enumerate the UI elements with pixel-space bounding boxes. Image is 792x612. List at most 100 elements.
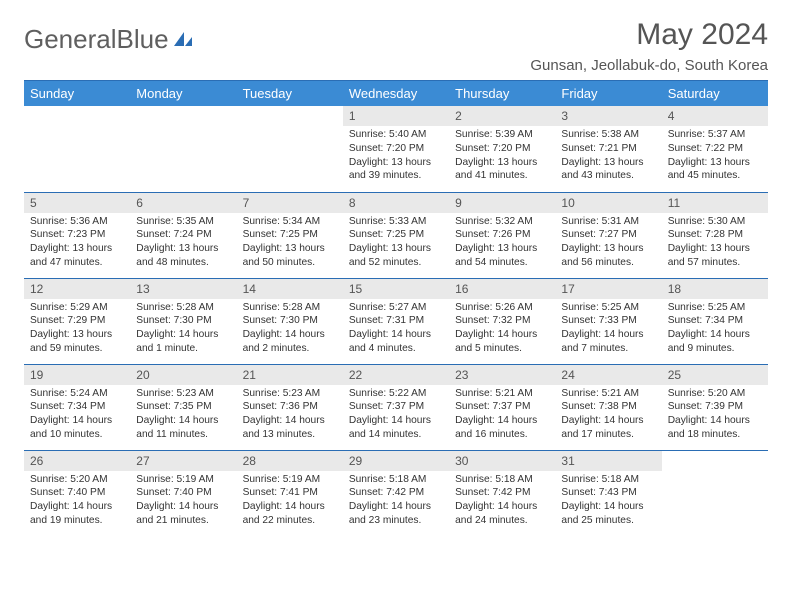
brand-part2: Blue xyxy=(117,24,169,55)
day-number: 2 xyxy=(449,106,555,126)
calendar-day-cell: 28Sunrise: 5:19 AMSunset: 7:41 PMDayligh… xyxy=(237,450,343,536)
day-number: 1 xyxy=(343,106,449,126)
day-details: Sunrise: 5:38 AMSunset: 7:21 PMDaylight:… xyxy=(555,126,661,187)
day-details: Sunrise: 5:20 AMSunset: 7:40 PMDaylight:… xyxy=(24,471,130,532)
day-number: 17 xyxy=(555,279,661,299)
calendar-day-cell: 21Sunrise: 5:23 AMSunset: 7:36 PMDayligh… xyxy=(237,364,343,450)
day-details: Sunrise: 5:32 AMSunset: 7:26 PMDaylight:… xyxy=(449,213,555,274)
weekday-header: Tuesday xyxy=(237,81,343,106)
day-number: 21 xyxy=(237,365,343,385)
day-details: Sunrise: 5:31 AMSunset: 7:27 PMDaylight:… xyxy=(555,213,661,274)
sail-icon xyxy=(172,30,194,48)
day-details: Sunrise: 5:39 AMSunset: 7:20 PMDaylight:… xyxy=(449,126,555,187)
weekday-header: Friday xyxy=(555,81,661,106)
day-number: 15 xyxy=(343,279,449,299)
brand-logo: GeneralBlue xyxy=(24,18,194,55)
day-details: Sunrise: 5:29 AMSunset: 7:29 PMDaylight:… xyxy=(24,299,130,360)
day-details: Sunrise: 5:20 AMSunset: 7:39 PMDaylight:… xyxy=(662,385,768,446)
day-number: 25 xyxy=(662,365,768,385)
calendar-day-cell xyxy=(130,106,236,192)
calendar-day-cell: 29Sunrise: 5:18 AMSunset: 7:42 PMDayligh… xyxy=(343,450,449,536)
calendar-day-cell: 26Sunrise: 5:20 AMSunset: 7:40 PMDayligh… xyxy=(24,450,130,536)
day-number: 14 xyxy=(237,279,343,299)
calendar-day-cell: 16Sunrise: 5:26 AMSunset: 7:32 PMDayligh… xyxy=(449,278,555,364)
day-details: Sunrise: 5:23 AMSunset: 7:36 PMDaylight:… xyxy=(237,385,343,446)
day-number: 9 xyxy=(449,193,555,213)
weekday-header: Saturday xyxy=(662,81,768,106)
calendar-day-cell: 24Sunrise: 5:21 AMSunset: 7:38 PMDayligh… xyxy=(555,364,661,450)
day-number: 22 xyxy=(343,365,449,385)
calendar-day-cell: 10Sunrise: 5:31 AMSunset: 7:27 PMDayligh… xyxy=(555,192,661,278)
calendar-day-cell: 17Sunrise: 5:25 AMSunset: 7:33 PMDayligh… xyxy=(555,278,661,364)
day-details: Sunrise: 5:24 AMSunset: 7:34 PMDaylight:… xyxy=(24,385,130,446)
day-number: 5 xyxy=(24,193,130,213)
weekday-header: Thursday xyxy=(449,81,555,106)
day-number: 29 xyxy=(343,451,449,471)
day-number: 13 xyxy=(130,279,236,299)
day-number: 23 xyxy=(449,365,555,385)
calendar-day-cell: 19Sunrise: 5:24 AMSunset: 7:34 PMDayligh… xyxy=(24,364,130,450)
calendar-day-cell: 25Sunrise: 5:20 AMSunset: 7:39 PMDayligh… xyxy=(662,364,768,450)
calendar-table: Sunday Monday Tuesday Wednesday Thursday… xyxy=(24,81,768,536)
calendar-day-cell: 20Sunrise: 5:23 AMSunset: 7:35 PMDayligh… xyxy=(130,364,236,450)
calendar-week-row: 26Sunrise: 5:20 AMSunset: 7:40 PMDayligh… xyxy=(24,450,768,536)
calendar-day-cell: 18Sunrise: 5:25 AMSunset: 7:34 PMDayligh… xyxy=(662,278,768,364)
calendar-day-cell: 22Sunrise: 5:22 AMSunset: 7:37 PMDayligh… xyxy=(343,364,449,450)
day-number: 8 xyxy=(343,193,449,213)
day-number: 26 xyxy=(24,451,130,471)
calendar-day-cell: 13Sunrise: 5:28 AMSunset: 7:30 PMDayligh… xyxy=(130,278,236,364)
day-details: Sunrise: 5:26 AMSunset: 7:32 PMDaylight:… xyxy=(449,299,555,360)
day-number: 28 xyxy=(237,451,343,471)
calendar-day-cell: 1Sunrise: 5:40 AMSunset: 7:20 PMDaylight… xyxy=(343,106,449,192)
day-details: Sunrise: 5:33 AMSunset: 7:25 PMDaylight:… xyxy=(343,213,449,274)
day-details: Sunrise: 5:35 AMSunset: 7:24 PMDaylight:… xyxy=(130,213,236,274)
calendar-day-cell: 9Sunrise: 5:32 AMSunset: 7:26 PMDaylight… xyxy=(449,192,555,278)
day-details: Sunrise: 5:19 AMSunset: 7:41 PMDaylight:… xyxy=(237,471,343,532)
day-details: Sunrise: 5:25 AMSunset: 7:33 PMDaylight:… xyxy=(555,299,661,360)
calendar-day-cell: 12Sunrise: 5:29 AMSunset: 7:29 PMDayligh… xyxy=(24,278,130,364)
day-number: 11 xyxy=(662,193,768,213)
day-number: 20 xyxy=(130,365,236,385)
calendar-day-cell: 15Sunrise: 5:27 AMSunset: 7:31 PMDayligh… xyxy=(343,278,449,364)
calendar-day-cell xyxy=(24,106,130,192)
calendar-day-cell: 2Sunrise: 5:39 AMSunset: 7:20 PMDaylight… xyxy=(449,106,555,192)
calendar-day-cell: 23Sunrise: 5:21 AMSunset: 7:37 PMDayligh… xyxy=(449,364,555,450)
calendar-day-cell: 3Sunrise: 5:38 AMSunset: 7:21 PMDaylight… xyxy=(555,106,661,192)
day-details: Sunrise: 5:28 AMSunset: 7:30 PMDaylight:… xyxy=(130,299,236,360)
day-details: Sunrise: 5:30 AMSunset: 7:28 PMDaylight:… xyxy=(662,213,768,274)
day-number: 31 xyxy=(555,451,661,471)
calendar-day-cell xyxy=(237,106,343,192)
calendar-day-cell: 14Sunrise: 5:28 AMSunset: 7:30 PMDayligh… xyxy=(237,278,343,364)
day-details: Sunrise: 5:18 AMSunset: 7:42 PMDaylight:… xyxy=(343,471,449,532)
day-details: Sunrise: 5:23 AMSunset: 7:35 PMDaylight:… xyxy=(130,385,236,446)
weekday-header: Wednesday xyxy=(343,81,449,106)
day-details: Sunrise: 5:21 AMSunset: 7:37 PMDaylight:… xyxy=(449,385,555,446)
day-details: Sunrise: 5:25 AMSunset: 7:34 PMDaylight:… xyxy=(662,299,768,360)
calendar-day-cell: 30Sunrise: 5:18 AMSunset: 7:42 PMDayligh… xyxy=(449,450,555,536)
day-number: 27 xyxy=(130,451,236,471)
calendar-day-cell xyxy=(662,450,768,536)
day-details: Sunrise: 5:18 AMSunset: 7:42 PMDaylight:… xyxy=(449,471,555,532)
page-title: May 2024 xyxy=(636,18,768,52)
day-details: Sunrise: 5:27 AMSunset: 7:31 PMDaylight:… xyxy=(343,299,449,360)
calendar-day-cell: 7Sunrise: 5:34 AMSunset: 7:25 PMDaylight… xyxy=(237,192,343,278)
day-number: 3 xyxy=(555,106,661,126)
calendar-day-cell: 6Sunrise: 5:35 AMSunset: 7:24 PMDaylight… xyxy=(130,192,236,278)
day-number: 18 xyxy=(662,279,768,299)
calendar-day-cell: 4Sunrise: 5:37 AMSunset: 7:22 PMDaylight… xyxy=(662,106,768,192)
calendar-day-cell: 11Sunrise: 5:30 AMSunset: 7:28 PMDayligh… xyxy=(662,192,768,278)
day-details: Sunrise: 5:22 AMSunset: 7:37 PMDaylight:… xyxy=(343,385,449,446)
day-details: Sunrise: 5:21 AMSunset: 7:38 PMDaylight:… xyxy=(555,385,661,446)
calendar-day-cell: 27Sunrise: 5:19 AMSunset: 7:40 PMDayligh… xyxy=(130,450,236,536)
day-number: 7 xyxy=(237,193,343,213)
brand-part1: General xyxy=(24,24,117,55)
day-details: Sunrise: 5:37 AMSunset: 7:22 PMDaylight:… xyxy=(662,126,768,187)
weekday-header: Monday xyxy=(130,81,236,106)
day-number: 4 xyxy=(662,106,768,126)
day-details: Sunrise: 5:28 AMSunset: 7:30 PMDaylight:… xyxy=(237,299,343,360)
day-details: Sunrise: 5:36 AMSunset: 7:23 PMDaylight:… xyxy=(24,213,130,274)
calendar-week-row: 12Sunrise: 5:29 AMSunset: 7:29 PMDayligh… xyxy=(24,278,768,364)
day-details: Sunrise: 5:18 AMSunset: 7:43 PMDaylight:… xyxy=(555,471,661,532)
day-number: 16 xyxy=(449,279,555,299)
day-number: 19 xyxy=(24,365,130,385)
